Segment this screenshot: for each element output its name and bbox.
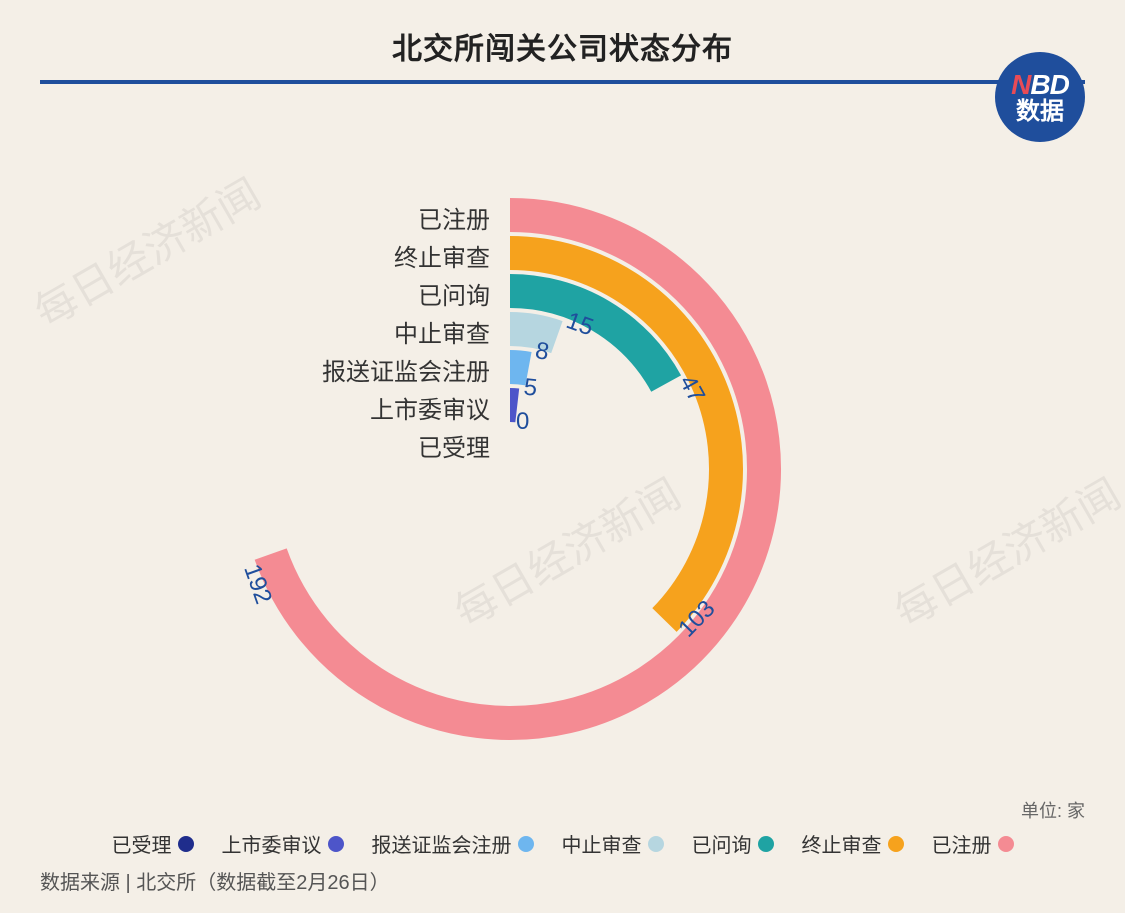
radial-bar: [510, 329, 557, 337]
legend-item: 报送证监会注册: [372, 829, 534, 858]
legend-dot: [518, 836, 534, 852]
legend-dot: [758, 836, 774, 852]
chart-footer: 单位: 家 已受理 上市委审议 报送证监会注册 中止审查 已问询 终止审查 已注册 数据来源…: [40, 797, 1085, 895]
value-label: 0: [516, 408, 529, 436]
legend-item: 已问询: [692, 829, 774, 858]
legend-label: 上市委审议: [222, 829, 322, 858]
legend-label: 已问询: [692, 829, 752, 858]
legend-item: 已注册: [932, 829, 1014, 858]
legend-dot: [998, 836, 1014, 852]
legend-item: 上市委审议: [222, 829, 344, 858]
category-label: 中止审查: [394, 314, 490, 349]
category-label: 已受理: [418, 428, 490, 463]
category-label: 已注册: [418, 200, 490, 235]
legend-label: 报送证监会注册: [372, 829, 512, 858]
legend-dot: [888, 836, 904, 852]
radial-bar: [510, 367, 528, 369]
legend-label: 已注册: [932, 829, 992, 858]
legend-dot: [328, 836, 344, 852]
legend-label: 中止审查: [562, 829, 642, 858]
legend-item: 已受理: [112, 829, 194, 858]
legend-label: 已受理: [112, 829, 172, 858]
category-label: 已问询: [418, 276, 490, 311]
chart-title: 北交所闯关公司状态分布: [0, 24, 1125, 68]
radial-bar-chart: 已受理0上市委审议5报送证监会注册8中止审查15已问询47终止审查103已注册1…: [0, 84, 1125, 764]
category-label: 上市委审议: [370, 390, 490, 425]
chart-header: 北交所闯关公司状态分布 NBD 数据: [0, 0, 1125, 84]
legend-dot: [178, 836, 194, 852]
legend-dot: [648, 836, 664, 852]
legend: 已受理 上市委审议 报送证监会注册 中止审查 已问询 终止审查 已注册: [40, 829, 1085, 858]
legend-label: 终止审查: [802, 829, 882, 858]
value-label: 5: [522, 373, 538, 402]
category-label: 终止审查: [394, 238, 490, 273]
data-source: 数据来源 | 北交所（数据截至2月26日）: [40, 866, 1085, 895]
legend-item: 中止审查: [562, 829, 664, 858]
category-label: 报送证监会注册: [322, 352, 490, 387]
legend-item: 终止审查: [802, 829, 904, 858]
unit-label: 单位: 家: [40, 797, 1085, 823]
